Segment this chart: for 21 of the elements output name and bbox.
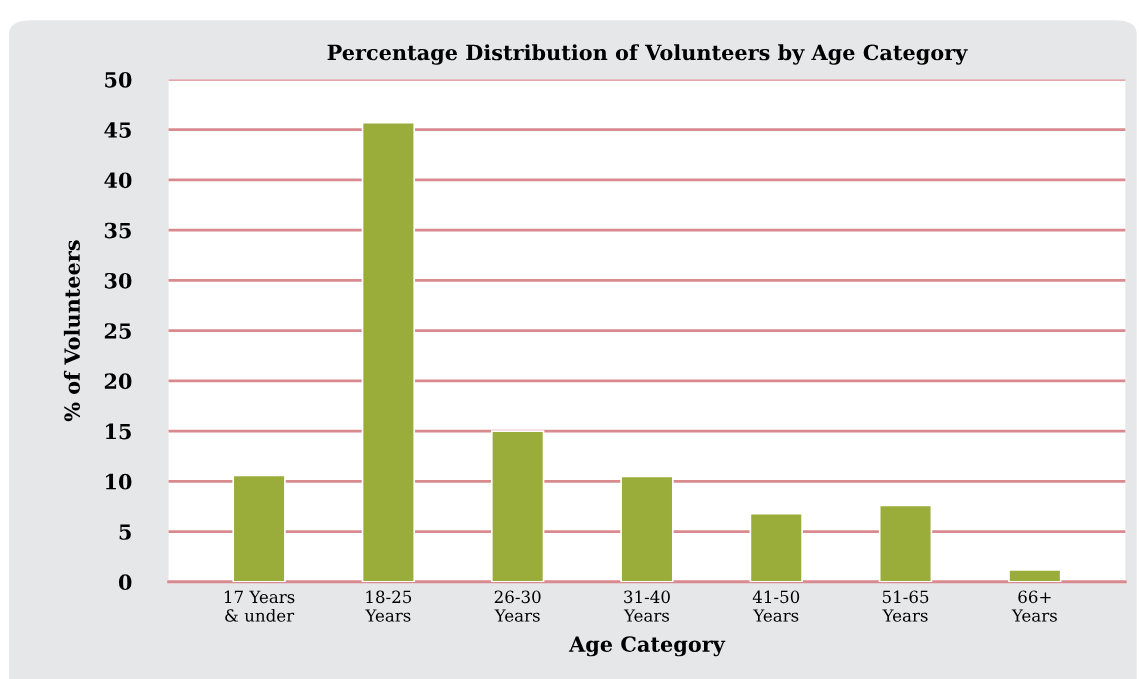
y-tick-label: 0 [118,574,132,591]
x-tick-label: 51-65 Years [882,590,929,622]
y-tick-label: 50 [105,71,132,88]
y-tick-label: 35 [104,222,131,239]
x-tick-label: 41-50 Years [752,590,800,622]
y-tick-label: 5 [119,524,131,540]
x-tick-label: 18-25 Years [365,590,412,622]
x-tick-label: 31-40 Years [623,590,670,622]
y-tick-label: 20 [104,373,132,390]
x-tick-label: 26-30 Years [494,590,541,622]
x-tick-label: 66+ Years [1011,590,1057,622]
y-tick-label: 25 [104,323,131,339]
x-tick-label: 17 Years & under [224,590,295,622]
chart-title: Percentage Distribution of Volunteers by Age Category [327,44,968,65]
y-tick-label: 15 [106,423,131,440]
y-axis-title: % of Volunteers [63,240,80,422]
y-tick-label: 30 [104,272,132,289]
y-tick-label: 45 [104,122,131,138]
y-tick-label: 40 [104,172,132,189]
y-tick-label: 10 [106,473,132,490]
x-axis-title: Age Category [568,636,726,657]
